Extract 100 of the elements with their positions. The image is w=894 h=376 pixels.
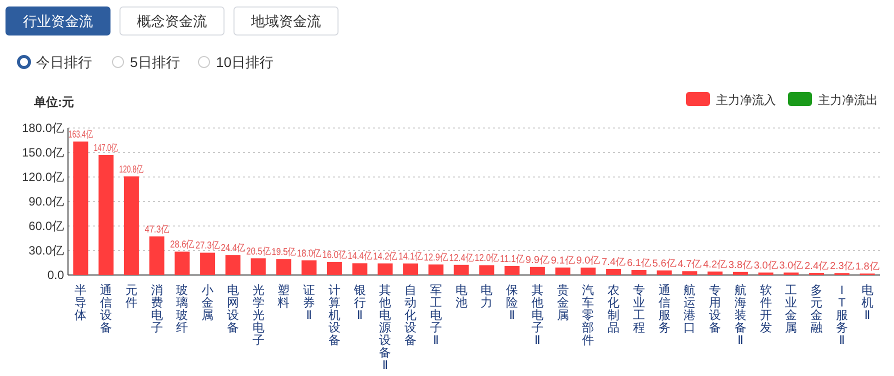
bar — [403, 263, 418, 275]
bar — [98, 154, 114, 275]
y-tick-label: 90.0亿 — [28, 194, 64, 208]
y-tick-label: 120.0亿 — [22, 170, 64, 184]
x-tick-label: 通信设备 — [100, 283, 112, 334]
data-label: 147.0亿 — [94, 142, 118, 154]
data-label: 14.4亿 — [348, 250, 372, 262]
data-label: 47.3亿 — [144, 224, 169, 235]
bar — [732, 272, 748, 275]
x-tick-label: 塑料 — [278, 283, 290, 310]
data-label: 2.4亿 — [804, 261, 829, 272]
bar — [580, 268, 596, 275]
data-label: 9.1亿 — [550, 256, 575, 267]
data-label: 6.1亿 — [626, 258, 651, 270]
x-tick-label: 航运港口 — [684, 283, 696, 334]
bar — [124, 176, 139, 275]
x-tick-label: 军工电子Ⅱ — [430, 283, 442, 347]
bar — [225, 255, 240, 275]
bar — [302, 260, 317, 275]
data-label: 3.0亿 — [779, 260, 804, 272]
bar — [530, 266, 545, 275]
bar — [454, 264, 469, 275]
bar — [504, 266, 520, 275]
bar — [631, 270, 646, 275]
data-label: 16.0亿 — [322, 249, 347, 260]
bar — [250, 258, 266, 275]
x-tick-label: 其他电子Ⅱ — [531, 283, 544, 347]
data-label: 1.8亿 — [855, 262, 880, 273]
x-tick-label: 专业工程 — [632, 283, 645, 334]
x-tick-label: 自动化设备 — [404, 283, 417, 347]
x-tick-label: 航海装备Ⅱ — [734, 283, 746, 347]
x-tick-label: 专用设备 — [709, 283, 722, 334]
data-label: 18.0亿 — [296, 248, 322, 258]
x-tick-label: 农化制品 — [608, 283, 620, 334]
x-tick-label: 电机Ⅱ — [861, 283, 874, 322]
y-tick-label: 180.0亿 — [22, 121, 64, 135]
x-tick-label: 保险Ⅱ — [506, 283, 518, 322]
x-tick-label: 通信服务 — [658, 283, 670, 334]
bar — [656, 270, 672, 275]
bar — [428, 264, 444, 275]
x-tick-label: 小金属 — [202, 283, 214, 322]
data-label: 3.0亿 — [754, 260, 778, 272]
bar — [479, 265, 494, 275]
x-tick-label: 玻璃玻纤 — [176, 283, 188, 334]
bar — [606, 268, 622, 275]
data-label: 11.1亿 — [500, 253, 524, 264]
data-label: 12.9亿 — [424, 252, 448, 263]
x-tick-label: 半导体 — [74, 283, 87, 322]
data-label: 27.3亿 — [195, 240, 220, 251]
bar — [352, 263, 368, 275]
y-tick-label: 60.0亿 — [28, 219, 64, 233]
bar — [708, 272, 723, 275]
x-tick-label: IT服务Ⅱ — [836, 283, 848, 347]
bar — [378, 263, 393, 275]
data-label: 3.8亿 — [728, 260, 752, 271]
data-label: 120.8亿 — [119, 163, 144, 175]
data-label: 4.7亿 — [678, 259, 702, 270]
x-tick-label: 工业金属 — [785, 283, 798, 334]
data-label: 5.6亿 — [652, 258, 676, 270]
bar — [555, 268, 570, 275]
x-tick-label: 证券Ⅱ — [303, 283, 316, 322]
data-label: 14.1亿 — [398, 250, 423, 262]
legend-label: 主力净流出 — [818, 93, 878, 107]
data-label: 19.5亿 — [272, 246, 296, 258]
data-label: 163.4亿 — [68, 128, 94, 140]
bar — [276, 259, 292, 275]
x-tick-label: 光学光电子 — [252, 283, 264, 347]
bar — [149, 236, 164, 275]
data-label: 7.4亿 — [602, 256, 626, 268]
data-label: 14.2亿 — [373, 250, 398, 262]
data-label: 28.6亿 — [170, 238, 194, 250]
x-tick-label: 电网设备 — [226, 283, 239, 334]
x-tick-label: 汽车零部件 — [582, 283, 594, 347]
x-tick-label: 银行Ⅱ — [352, 283, 366, 322]
x-tick-label: 贵金属 — [556, 283, 569, 322]
data-label: 9.9亿 — [525, 254, 550, 266]
data-label: 4.2亿 — [703, 260, 728, 271]
bar — [682, 271, 698, 275]
y-axis-title: 单位:元 — [33, 95, 74, 109]
x-tick-label: 软件开发 — [760, 283, 772, 334]
bar — [200, 252, 216, 275]
y-tick-label: 30.0亿 — [28, 244, 64, 258]
bar — [174, 252, 190, 275]
x-tick-label: 多元金融 — [810, 283, 823, 334]
y-tick-label: 0.0 — [47, 268, 64, 282]
legend-label: 主力净流入 — [716, 93, 776, 107]
bar — [73, 142, 88, 275]
x-tick-label: 消费电子 — [150, 283, 163, 334]
x-tick-label: 计算机设备 — [328, 283, 340, 347]
data-label: 9.0亿 — [576, 256, 600, 267]
data-label: 20.5亿 — [246, 246, 270, 256]
x-tick-label: 电力 — [480, 283, 493, 310]
data-label: 2.3亿 — [830, 261, 854, 272]
data-label: 12.4亿 — [449, 252, 474, 264]
data-label: 12.0亿 — [474, 252, 499, 264]
x-tick-label: 其他电源设备Ⅱ — [379, 283, 392, 372]
x-tick-label: 电池 — [455, 283, 468, 310]
bar — [326, 262, 342, 275]
data-label: 24.4亿 — [220, 242, 246, 254]
y-tick-label: 150.0亿 — [22, 146, 64, 160]
